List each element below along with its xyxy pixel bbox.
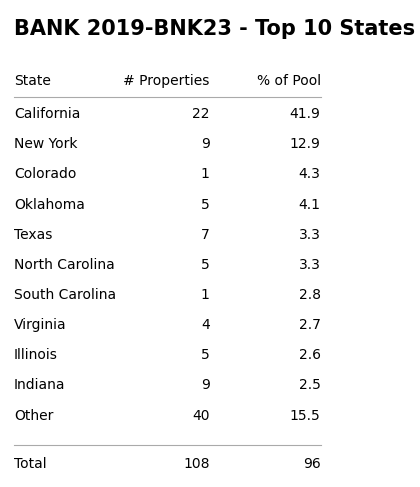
Text: 9: 9 (201, 378, 210, 393)
Text: 96: 96 (303, 456, 320, 470)
Text: California: California (14, 107, 80, 121)
Text: % of Pool: % of Pool (257, 74, 320, 88)
Text: 4.3: 4.3 (299, 168, 320, 181)
Text: 5: 5 (201, 198, 210, 211)
Text: Indiana: Indiana (14, 378, 66, 393)
Text: State: State (14, 74, 51, 88)
Text: 22: 22 (192, 107, 210, 121)
Text: Oklahoma: Oklahoma (14, 198, 85, 211)
Text: 41.9: 41.9 (290, 107, 320, 121)
Text: Colorado: Colorado (14, 168, 76, 181)
Text: 12.9: 12.9 (290, 137, 320, 151)
Text: 7: 7 (201, 228, 210, 242)
Text: 1: 1 (201, 168, 210, 181)
Text: South Carolina: South Carolina (14, 288, 116, 302)
Text: 40: 40 (192, 409, 210, 423)
Text: 4: 4 (201, 318, 210, 332)
Text: 3.3: 3.3 (299, 228, 320, 242)
Text: 1: 1 (201, 288, 210, 302)
Text: New York: New York (14, 137, 77, 151)
Text: 5: 5 (201, 258, 210, 272)
Text: Texas: Texas (14, 228, 52, 242)
Text: 2.5: 2.5 (299, 378, 320, 393)
Text: North Carolina: North Carolina (14, 258, 115, 272)
Text: 3.3: 3.3 (299, 258, 320, 272)
Text: 9: 9 (201, 137, 210, 151)
Text: 2.6: 2.6 (299, 348, 320, 362)
Text: Virginia: Virginia (14, 318, 67, 332)
Text: # Properties: # Properties (123, 74, 210, 88)
Text: 15.5: 15.5 (290, 409, 320, 423)
Text: 2.7: 2.7 (299, 318, 320, 332)
Text: BANK 2019-BNK23 - Top 10 States: BANK 2019-BNK23 - Top 10 States (14, 19, 415, 38)
Text: 5: 5 (201, 348, 210, 362)
Text: 4.1: 4.1 (299, 198, 320, 211)
Text: 2.8: 2.8 (299, 288, 320, 302)
Text: 108: 108 (183, 456, 210, 470)
Text: Illinois: Illinois (14, 348, 58, 362)
Text: Other: Other (14, 409, 53, 423)
Text: Total: Total (14, 456, 47, 470)
